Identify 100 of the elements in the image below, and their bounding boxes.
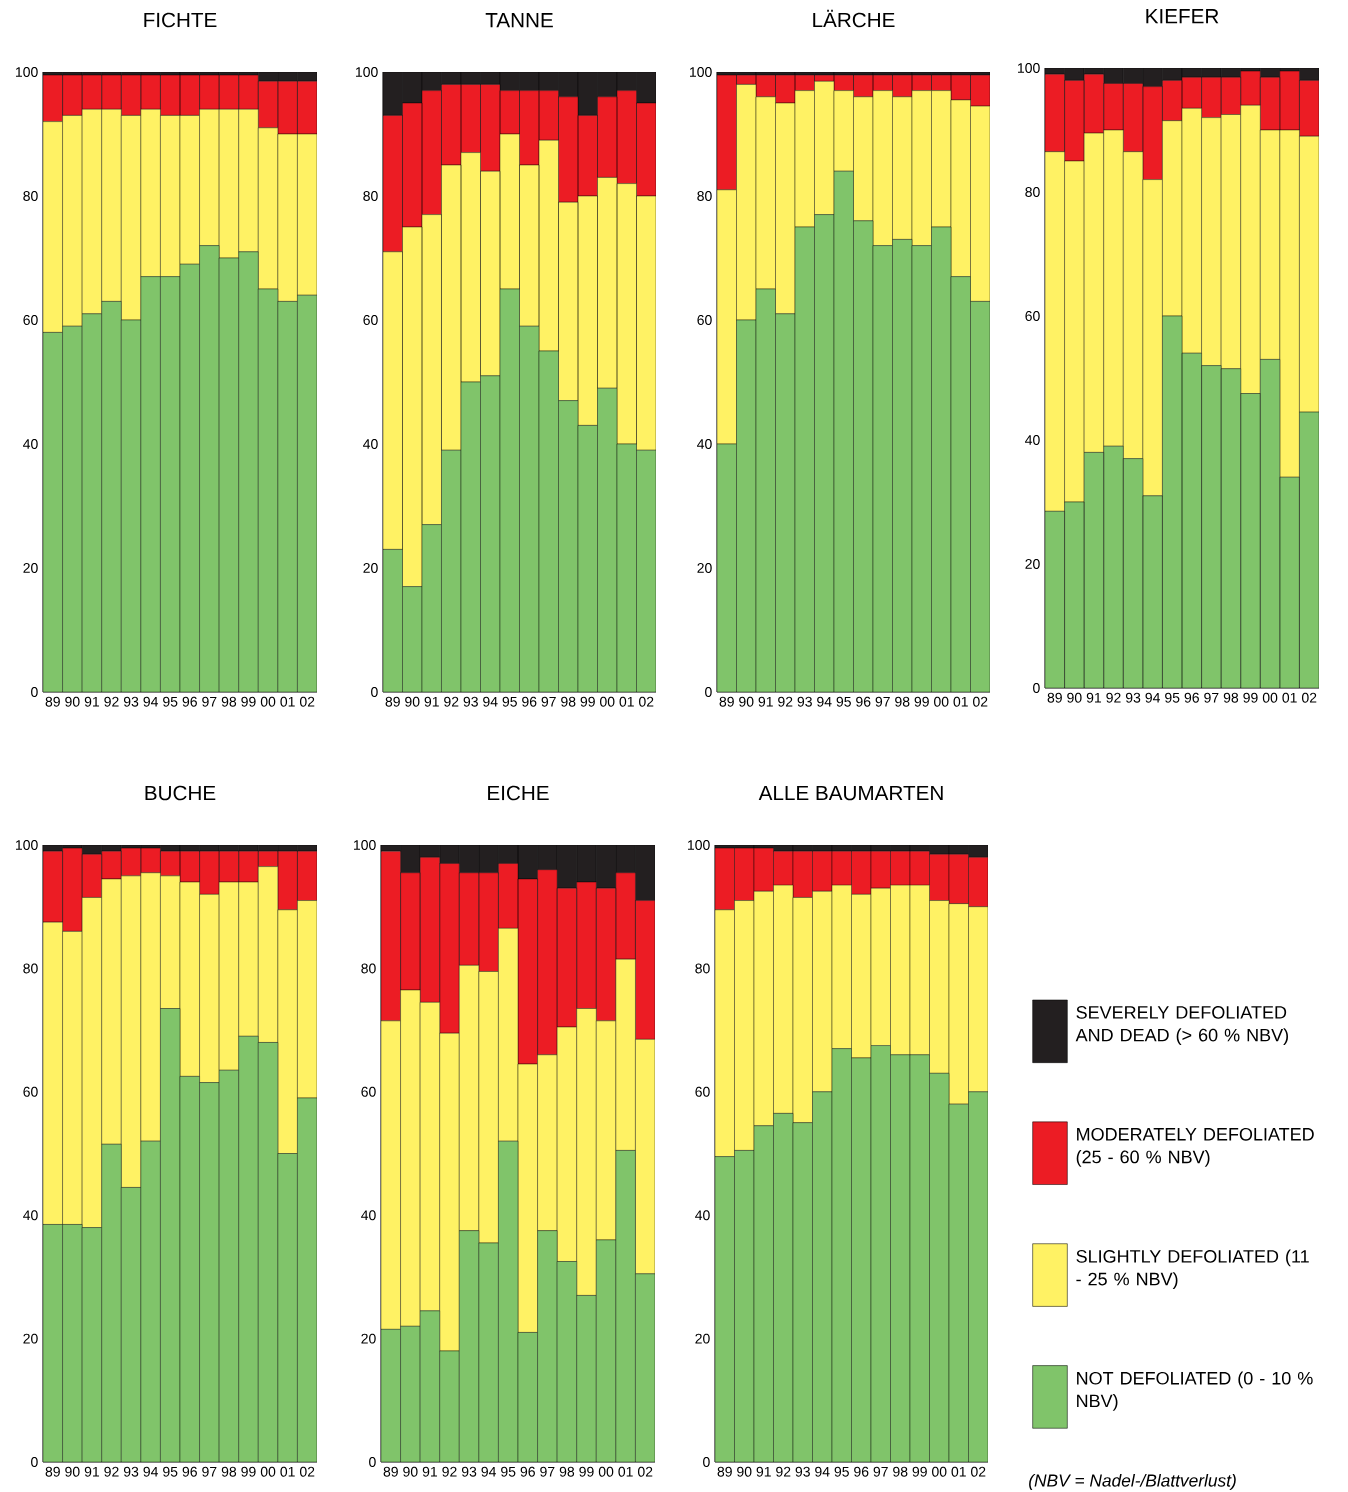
- x-tick-label: 98: [895, 696, 910, 707]
- x-tick-label: 98: [559, 1466, 575, 1477]
- x-tick-label: 93: [123, 696, 139, 707]
- x-tick-label: 89: [45, 1466, 60, 1477]
- x-tick-label: 91: [758, 696, 773, 707]
- y-tick-label: 60: [23, 315, 38, 325]
- text: (NBV = Nadel-/Blattverlust): [1029, 1473, 1236, 1491]
- x-tick-label: 99: [912, 1466, 927, 1477]
- x-tick-label: 99: [241, 696, 256, 707]
- y-tick-label: 80: [363, 191, 378, 201]
- y-tick-label: 20: [695, 1333, 710, 1344]
- x-tick-label: 95: [501, 1466, 516, 1477]
- y-tick-label: 20: [363, 563, 378, 573]
- x-tick-label: 99: [241, 1466, 256, 1477]
- chart-title: FICHTE: [144, 12, 217, 28]
- y-tick-label: 60: [363, 315, 378, 325]
- x-tick-label: 99: [914, 696, 929, 707]
- x-tick-label: 95: [163, 696, 178, 707]
- x-tick-label: 95: [502, 696, 517, 707]
- y-tick-label: 40: [697, 439, 712, 449]
- x-tick-label: 01: [1282, 692, 1297, 703]
- y-tick-label: 40: [361, 1210, 376, 1221]
- y-tick-label: 60: [697, 315, 712, 325]
- x-tick-label: 00: [934, 696, 949, 707]
- x-tick-label: 94: [817, 696, 832, 707]
- x-tick-label: 99: [1243, 692, 1258, 703]
- y-tick-label: 0: [369, 1457, 376, 1467]
- x-tick-label: 00: [260, 696, 276, 707]
- y-tick-label: 80: [23, 963, 38, 974]
- x-tick-label: 94: [143, 1466, 158, 1477]
- x-tick-label: 89: [719, 696, 734, 707]
- y-tick-label: 100: [16, 67, 38, 77]
- text: NOT DEFOLIATED (0 - 10 % NBV): [1077, 1371, 1313, 1411]
- x-tick-label: 89: [383, 1466, 398, 1477]
- x-tick-label: 92: [104, 1466, 119, 1477]
- x-tick-label: 96: [856, 696, 871, 707]
- x-tick-label: 91: [424, 696, 439, 707]
- x-tick-label: 91: [756, 1466, 771, 1477]
- x-tick-label: 96: [522, 696, 537, 707]
- x-tick-label: 90: [739, 696, 754, 707]
- x-tick-label: 97: [541, 696, 556, 707]
- y-tick-label: 40: [23, 439, 38, 449]
- y-tick-label: 20: [697, 563, 712, 573]
- x-tick-label: 96: [182, 696, 197, 707]
- x-tick-label: 02: [971, 1466, 986, 1477]
- y-tick-label: 80: [697, 191, 712, 201]
- y-tick-label: 60: [361, 1086, 376, 1097]
- x-tick-label: 90: [65, 1466, 80, 1477]
- y-tick-label: 20: [23, 563, 38, 573]
- x-tick-label: 93: [463, 696, 478, 707]
- x-tick-label: 01: [280, 1466, 295, 1477]
- x-tick-label: 90: [737, 1466, 752, 1477]
- y-tick-label: 20: [1025, 559, 1040, 569]
- y-tick-label: 0: [703, 1457, 710, 1467]
- x-tick-label: 01: [618, 1466, 633, 1477]
- x-tick-label: 01: [280, 696, 295, 707]
- x-tick-label: 94: [143, 696, 158, 707]
- x-tick-label: 91: [1086, 692, 1102, 703]
- x-tick-label: 00: [260, 1466, 276, 1477]
- x-tick-label: 93: [123, 1466, 139, 1477]
- y-tick-label: 80: [695, 963, 710, 974]
- y-tick-label: 80: [1025, 187, 1040, 197]
- x-tick-label: 92: [1106, 692, 1121, 703]
- x-tick-label: 96: [520, 1466, 535, 1477]
- y-tick-label: 0: [31, 687, 38, 697]
- x-tick-label: 94: [815, 1466, 830, 1477]
- x-tick-label: 99: [580, 696, 595, 707]
- y-tick-label: 60: [23, 1086, 38, 1097]
- x-tick-label: 96: [182, 1466, 197, 1477]
- chart-title: LÄRCHE: [813, 9, 895, 28]
- x-tick-label: 02: [973, 696, 988, 707]
- x-tick-label: 96: [854, 1466, 869, 1477]
- y-tick-label: 80: [23, 191, 38, 201]
- x-tick-label: 02: [1301, 692, 1317, 703]
- x-tick-label: 97: [875, 696, 890, 707]
- y-tick-label: 40: [363, 439, 378, 449]
- x-tick-label: 90: [1067, 692, 1082, 703]
- x-tick-label: 99: [579, 1466, 594, 1477]
- chart-title: ALLE BAUMARTEN: [758, 785, 943, 801]
- x-tick-label: 01: [619, 696, 634, 707]
- x-tick-label: 97: [202, 696, 217, 707]
- x-tick-label: 02: [639, 696, 654, 707]
- y-tick-label: 0: [1033, 683, 1040, 693]
- y-tick-label: 100: [354, 840, 376, 850]
- x-tick-label: 98: [1223, 692, 1239, 703]
- x-tick-label: 02: [299, 1466, 315, 1477]
- text: SLIGHTLY DEFOLIATED (11 - 25 % NBV): [1076, 1249, 1309, 1289]
- x-tick-label: 90: [405, 696, 420, 707]
- x-tick-label: 92: [442, 1466, 457, 1477]
- x-tick-label: 97: [1204, 692, 1219, 703]
- x-tick-label: 93: [461, 1466, 477, 1477]
- x-tick-label: 89: [385, 696, 400, 707]
- x-tick-label: 93: [1125, 692, 1141, 703]
- y-tick-label: 100: [16, 840, 38, 850]
- x-tick-label: 98: [221, 1466, 237, 1477]
- x-tick-label: 94: [483, 696, 498, 707]
- y-tick-label: 20: [361, 1333, 376, 1344]
- x-tick-label: 96: [1184, 692, 1199, 703]
- y-tick-label: 20: [23, 1333, 38, 1344]
- x-tick-label: 00: [598, 1466, 614, 1477]
